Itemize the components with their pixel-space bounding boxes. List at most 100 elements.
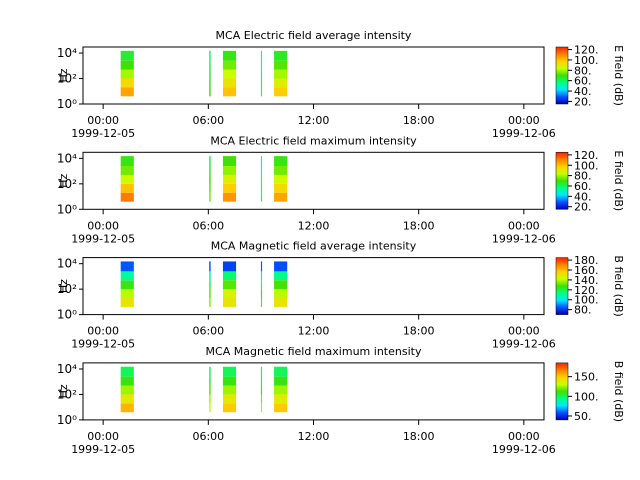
x-tick-label: 18:00 (403, 430, 435, 443)
spectrogram-cell (260, 156, 263, 167)
colorbar-tick-label: 100. (574, 390, 599, 403)
spectrogram-cell (260, 174, 263, 184)
colorbar-tick-label: 80. (574, 304, 592, 317)
spectrogram-cell (260, 385, 263, 395)
colorbar (555, 362, 569, 421)
spectrogram-cell (222, 87, 237, 97)
spectrogram-cell (274, 289, 288, 299)
x-tick-label: 00:00 1999-12-06 (492, 219, 556, 245)
y-axis-label: Hz (57, 174, 70, 188)
spectrogram-cell (209, 192, 211, 202)
spectrogram-cell (260, 183, 263, 193)
spectrogram-cell (209, 376, 211, 386)
spectrogram-cell (120, 376, 134, 386)
spectrogram-cell (120, 156, 134, 167)
spectrogram-cell (274, 298, 288, 307)
colorbar-tick-label: 80. (574, 64, 592, 77)
spectrogram-cell (260, 261, 263, 272)
x-tick-label: 12:00 (298, 430, 330, 443)
spectrogram-cell (209, 156, 211, 167)
spectrogram-cell (260, 60, 263, 70)
x-tick-label: 12:00 (298, 114, 330, 127)
spectrogram-cell (120, 271, 134, 281)
spectrogram-cell (209, 78, 211, 88)
x-tick-label: 00:00 1999-12-06 (492, 430, 556, 456)
colorbar-tick-label: 180. (574, 254, 599, 267)
spectrogram-cell (222, 69, 237, 79)
y-tick-label: 10⁴ (57, 362, 77, 376)
spectrogram-cell (260, 280, 263, 290)
panel-title: MCA Magnetic field maximum intensity (206, 345, 422, 358)
spectrogram-cell (222, 156, 237, 167)
colorbar-tick-label: 100. (574, 54, 599, 67)
spectrogram-cell (222, 394, 237, 404)
spectrogram-cell (222, 385, 237, 395)
x-tick-label: 12:00 (298, 219, 330, 232)
spectrogram-cell (120, 280, 134, 290)
y-axis-label: Hz (57, 68, 70, 82)
spectrogram-cell (274, 50, 288, 61)
spectrogram-cell (260, 376, 263, 386)
colorbar-tick-label: 60. (574, 180, 592, 193)
colorbar-tick-label: 150. (574, 371, 599, 384)
y-tick-label: 10⁰ (57, 202, 77, 216)
spectrogram-cell (260, 366, 263, 377)
y-tick-label: 10⁴ (57, 46, 77, 60)
panel-title: MCA Electric field maximum intensity (210, 134, 417, 147)
spectrogram-cell (222, 192, 237, 202)
spectrogram-cell (120, 298, 134, 307)
spectrogram-cell (209, 50, 211, 61)
y-tick-label: 10⁰ (57, 308, 77, 322)
spectrogram-cell (120, 403, 134, 413)
spectrogram-cell (120, 87, 134, 97)
spectrogram-cell (209, 280, 211, 290)
spectrogram-cell (209, 183, 211, 193)
spectrogram-cell (209, 289, 211, 299)
x-tick-label: 06:00 (192, 430, 224, 443)
colorbar-tick-label: 120. (574, 284, 599, 297)
spectrogram-cell (222, 261, 237, 272)
spectrogram-cell (120, 394, 134, 404)
spectrogram-cell (222, 166, 237, 175)
y-tick-label: 10⁴ (57, 151, 77, 165)
colorbar-tick-label: 20. (574, 201, 592, 214)
colorbar-tick-label: 20. (574, 95, 592, 108)
spectrogram-cell (120, 50, 134, 61)
x-tick-label: 18:00 (403, 219, 435, 232)
spectrogram-cell (274, 60, 288, 70)
x-tick-label: 00:00 1999-12-05 (71, 430, 135, 456)
spectrogram-cell (260, 403, 263, 413)
spectrogram-cell (222, 280, 237, 290)
x-tick-label: 00:00 1999-12-05 (71, 219, 135, 245)
spectrogram-cell (274, 156, 288, 167)
spectrogram-cell (274, 174, 288, 184)
colorbar-tick-label: 100. (574, 294, 599, 307)
plot-frame (82, 46, 545, 105)
spectrogram-cell (274, 376, 288, 386)
spectrogram-cell (222, 60, 237, 70)
colorbar-tick-label: 140. (574, 274, 599, 287)
x-tick-label: 06:00 (192, 325, 224, 338)
spectrogram-cell (274, 271, 288, 281)
x-tick-label: 12:00 (298, 325, 330, 338)
spectrogram-cell (274, 166, 288, 175)
y-axis-label: Hz (57, 279, 70, 293)
spectrogram-cell (222, 403, 237, 413)
spectrogram-cell (209, 366, 211, 377)
spectrogram-cell (209, 87, 211, 97)
x-tick-label: 06:00 (192, 114, 224, 127)
spectrogram-cell (120, 166, 134, 175)
colorbar-tick-label: 60. (574, 75, 592, 88)
spectrogram-cell (209, 60, 211, 70)
colorbar-tick-label: 160. (574, 264, 599, 277)
x-tick-label: 18:00 (403, 114, 435, 127)
spectrogram-cell (260, 87, 263, 97)
x-tick-label: 00:00 1999-12-06 (492, 325, 556, 351)
y-tick-label: 10⁰ (57, 97, 77, 111)
colorbar-tick-label: 120. (574, 149, 599, 162)
colorbar-label: E field (dB) (612, 45, 625, 106)
spectrogram-cell (274, 87, 288, 97)
colorbar-label: B field (dB) (612, 255, 625, 316)
colorbar (555, 152, 569, 210)
panel-title: MCA Electric field average intensity (216, 29, 412, 42)
